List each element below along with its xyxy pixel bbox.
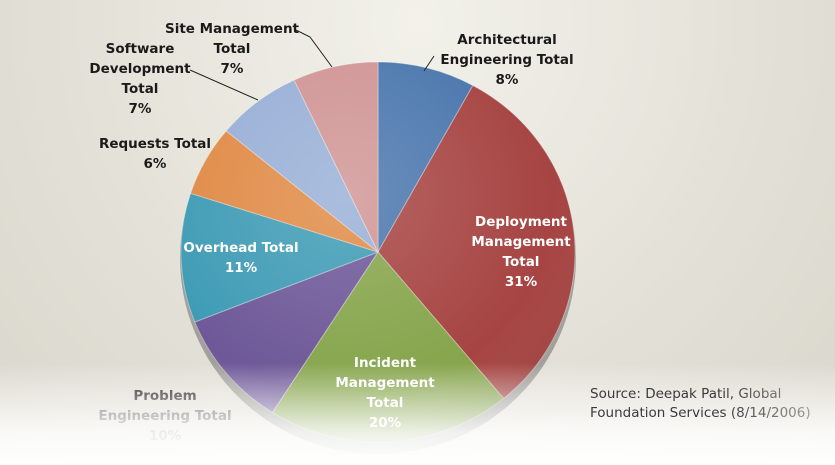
slice-label: Requests Total 6% [99,136,211,172]
source-line-1: Source: Deepak Patil, Global [590,386,782,402]
slice-label: Problem Engineering Total 10% [98,388,231,444]
leader-line [295,29,333,68]
source-line-2: Foundation Services (8/14/2006) [590,405,811,421]
slice-label: Software Development Total 7% [89,41,191,117]
source-note: Source: Deepak Patil, Global Foundation … [590,385,830,423]
